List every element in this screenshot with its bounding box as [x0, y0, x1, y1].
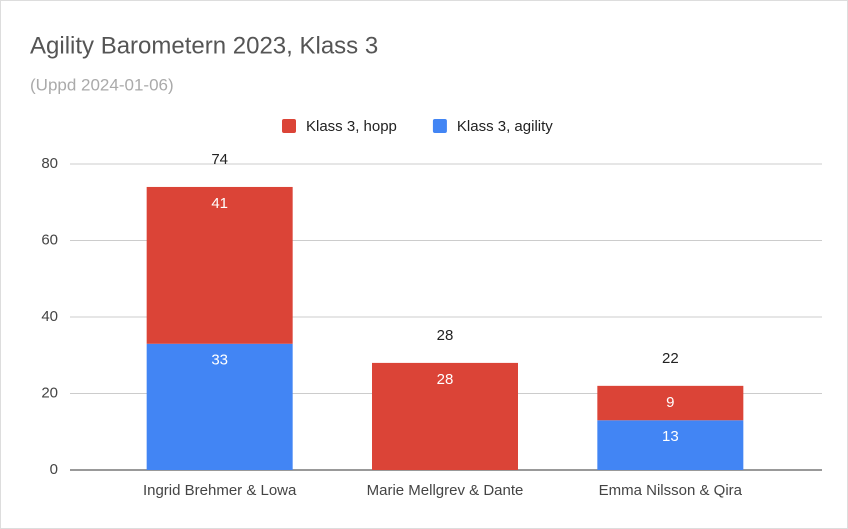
bar-segment	[146, 186, 293, 344]
data-label: 9	[666, 394, 674, 411]
legend-swatch	[282, 119, 296, 133]
total-label: 74	[211, 151, 228, 168]
legend-swatch	[432, 119, 447, 133]
y-tick-label: 80	[41, 155, 58, 172]
data-label: 28	[437, 371, 454, 388]
y-tick-label: 40	[41, 308, 58, 325]
bar-segment	[597, 385, 744, 421]
total-label: 22	[662, 350, 679, 367]
legend-label: Klass 3, hopp	[306, 118, 397, 135]
bar-segment	[146, 343, 293, 470]
total-label: 28	[437, 327, 454, 344]
chart-title: Agility Barometern 2023, Klass 3	[30, 32, 378, 59]
x-tick-label: Marie Mellgrev & Dante	[367, 482, 524, 499]
bar-segment	[372, 362, 518, 470]
x-tick-label: Emma Nilsson & Qira	[599, 482, 743, 499]
data-label: 33	[211, 352, 228, 369]
bar-segment	[597, 420, 744, 470]
y-tick-label: 20	[41, 384, 58, 401]
chart-subtitle: (Uppd 2024-01-06)	[30, 75, 174, 94]
data-label: 13	[662, 428, 679, 445]
legend-label: Klass 3, agility	[457, 118, 553, 135]
y-tick-label: 60	[41, 231, 58, 248]
y-tick-label: 0	[50, 461, 58, 478]
data-label: 41	[211, 195, 228, 212]
x-tick-label: Ingrid Brehmer & Lowa	[143, 482, 297, 499]
